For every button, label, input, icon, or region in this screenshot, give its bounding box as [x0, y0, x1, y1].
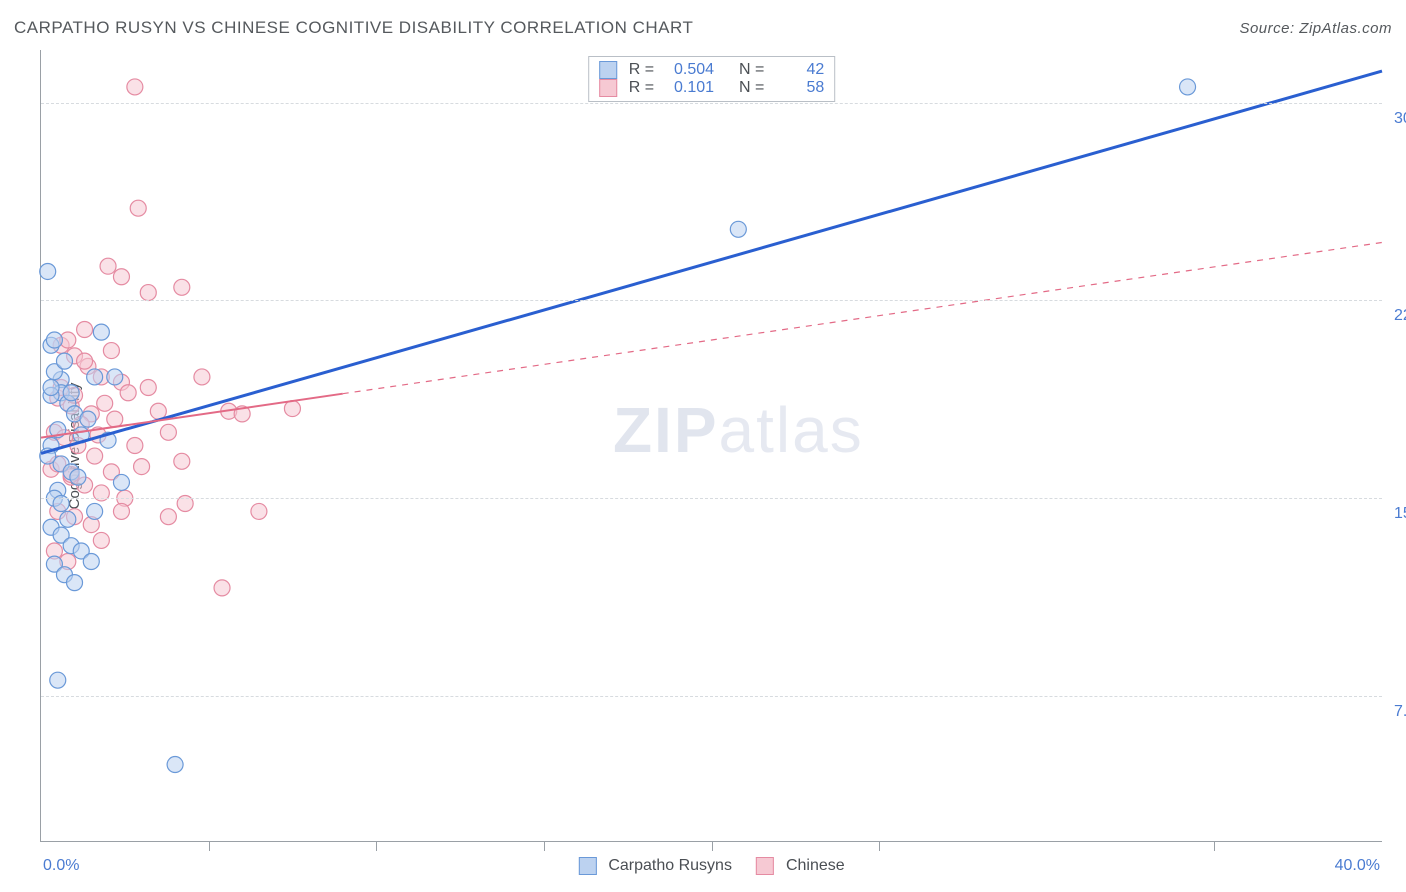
data-point [63, 385, 79, 401]
legend-blue-r: 0.504 [662, 61, 714, 79]
data-point [1180, 79, 1196, 95]
data-point [140, 285, 156, 301]
y-tick-label: 30.0% [1384, 110, 1406, 128]
plot-region: Cognitive Disability ZIPatlas R = 0.504 … [40, 50, 1382, 842]
x-axis-max-label: 40.0% [1335, 857, 1380, 875]
legend-label-n: N = [739, 61, 764, 79]
data-point [50, 672, 66, 688]
legend-label-r: R = [629, 61, 654, 79]
data-point [120, 385, 136, 401]
data-point [107, 369, 123, 385]
y-tick-label: 22.5% [1384, 307, 1406, 325]
data-point [83, 554, 99, 570]
data-point [167, 757, 183, 773]
data-point [140, 379, 156, 395]
data-point [113, 269, 129, 285]
chart-title: CARPATHO RUSYN VS CHINESE COGNITIVE DISA… [14, 18, 693, 38]
trend-line [41, 71, 1382, 453]
data-point [87, 448, 103, 464]
data-point [214, 580, 230, 596]
y-tick-label: 15.0% [1384, 505, 1406, 523]
data-point [103, 343, 119, 359]
data-point [77, 321, 93, 337]
legend-item-blue: Carpatho Rusyns [578, 857, 732, 875]
data-point [160, 509, 176, 525]
data-point [70, 469, 86, 485]
data-point [87, 503, 103, 519]
data-point [284, 401, 300, 417]
data-point [730, 221, 746, 237]
data-point [40, 263, 56, 279]
source-attribution: Source: ZipAtlas.com [1239, 20, 1392, 37]
data-point [93, 532, 109, 548]
data-point [174, 453, 190, 469]
data-point [127, 79, 143, 95]
data-point [130, 200, 146, 216]
trend-line [343, 242, 1382, 393]
data-point [127, 438, 143, 454]
data-point [43, 379, 59, 395]
chart-area: Cognitive Disability ZIPatlas R = 0.504 … [40, 50, 1382, 842]
swatch-icon [599, 61, 617, 79]
data-point [46, 332, 62, 348]
swatch-icon [599, 79, 617, 97]
legend-label-n: N = [739, 79, 764, 97]
correlation-legend: R = 0.504 N = 42 R = 0.101 N = 58 [588, 56, 836, 102]
data-point [93, 324, 109, 340]
legend-item-pink: Chinese [756, 857, 845, 875]
legend-blue-name: Carpatho Rusyns [608, 857, 732, 875]
data-point [60, 511, 76, 527]
swatch-icon [578, 857, 596, 875]
data-point [251, 503, 267, 519]
data-point [100, 258, 116, 274]
data-point [97, 395, 113, 411]
legend-label-r: R = [629, 79, 654, 97]
legend-pink-n: 58 [772, 79, 824, 97]
y-tick-label: 7.5% [1384, 703, 1406, 721]
swatch-icon [756, 857, 774, 875]
legend-blue-n: 42 [772, 61, 824, 79]
data-point [160, 424, 176, 440]
data-point [80, 411, 96, 427]
data-point [113, 474, 129, 490]
data-point [77, 353, 93, 369]
data-point [87, 369, 103, 385]
data-point [56, 353, 72, 369]
data-point [174, 279, 190, 295]
data-point [194, 369, 210, 385]
data-point [134, 459, 150, 475]
data-point [67, 575, 83, 591]
x-axis-min-label: 0.0% [43, 857, 79, 875]
legend-pink-r: 0.101 [662, 79, 714, 97]
legend-row-pink: R = 0.101 N = 58 [599, 79, 825, 97]
legend-row-blue: R = 0.504 N = 42 [599, 61, 825, 79]
legend-pink-name: Chinese [786, 857, 845, 875]
data-point [113, 503, 129, 519]
title-bar: CARPATHO RUSYN VS CHINESE COGNITIVE DISA… [14, 18, 1392, 38]
data-point [107, 411, 123, 427]
chart-svg [41, 50, 1382, 841]
series-legend: Carpatho Rusyns Chinese [578, 857, 844, 875]
